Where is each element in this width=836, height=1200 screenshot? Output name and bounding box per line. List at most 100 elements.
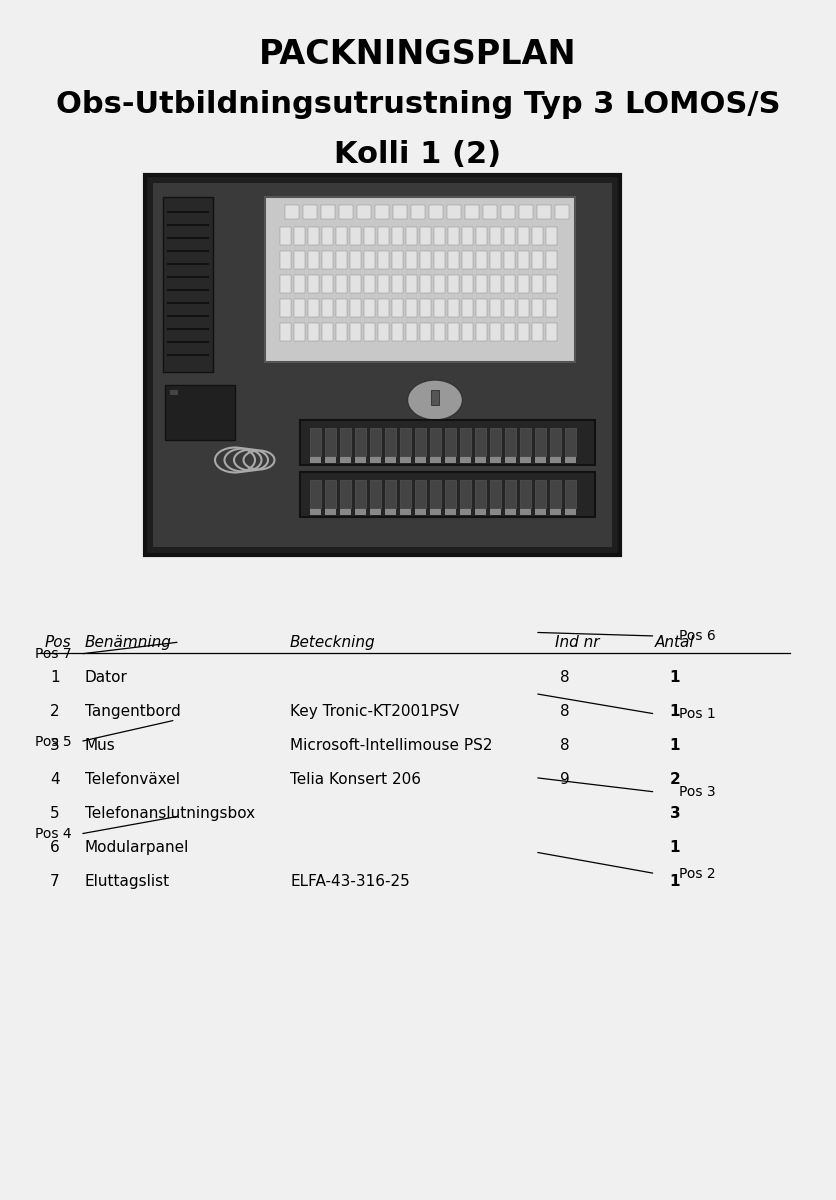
Bar: [490, 509, 501, 515]
Bar: [434, 275, 445, 293]
Bar: [519, 205, 533, 218]
Bar: [430, 457, 441, 463]
Text: 2: 2: [50, 704, 60, 719]
Bar: [322, 275, 333, 293]
Bar: [280, 251, 291, 269]
Bar: [406, 299, 417, 317]
Bar: [392, 299, 403, 317]
Bar: [546, 323, 557, 341]
Bar: [280, 227, 291, 245]
Text: Telefonväxel: Telefonväxel: [85, 772, 180, 787]
Bar: [355, 509, 366, 515]
Bar: [475, 509, 486, 515]
Bar: [420, 323, 431, 341]
Bar: [518, 251, 529, 269]
Bar: [448, 275, 459, 293]
Bar: [370, 457, 381, 463]
Text: Pos 2: Pos 2: [679, 866, 716, 881]
Bar: [490, 323, 501, 341]
Bar: [411, 205, 425, 218]
Bar: [350, 323, 361, 341]
Bar: [308, 227, 319, 245]
Bar: [378, 299, 389, 317]
Bar: [430, 509, 441, 515]
Bar: [520, 480, 531, 508]
Bar: [340, 428, 351, 456]
Bar: [400, 480, 411, 508]
Bar: [490, 299, 501, 317]
Bar: [310, 457, 321, 463]
Ellipse shape: [407, 380, 462, 420]
Bar: [445, 428, 456, 456]
Bar: [420, 227, 431, 245]
Text: Antal: Antal: [655, 635, 695, 650]
Bar: [310, 509, 321, 515]
Bar: [565, 428, 576, 456]
Bar: [434, 299, 445, 317]
Bar: [370, 509, 381, 515]
Bar: [430, 480, 441, 508]
Bar: [336, 227, 347, 245]
Bar: [462, 299, 473, 317]
Text: 1: 1: [670, 874, 681, 889]
Text: Pos: Pos: [45, 635, 72, 650]
Bar: [532, 275, 543, 293]
Text: 9: 9: [560, 772, 570, 787]
Bar: [476, 227, 487, 245]
Bar: [476, 275, 487, 293]
Bar: [518, 299, 529, 317]
Bar: [555, 205, 569, 218]
Text: Ind nr: Ind nr: [555, 635, 599, 650]
Bar: [325, 509, 336, 515]
Bar: [364, 227, 375, 245]
Bar: [145, 175, 620, 554]
Bar: [355, 480, 366, 508]
Bar: [520, 428, 531, 456]
Bar: [434, 227, 445, 245]
Bar: [483, 205, 497, 218]
Bar: [370, 428, 381, 456]
Bar: [406, 275, 417, 293]
Bar: [420, 275, 431, 293]
Bar: [429, 205, 443, 218]
Text: 6: 6: [50, 840, 60, 854]
Bar: [392, 227, 403, 245]
Bar: [350, 251, 361, 269]
Bar: [350, 227, 361, 245]
Text: 1: 1: [50, 670, 60, 685]
Text: Kolli 1 (2): Kolli 1 (2): [334, 140, 502, 169]
Bar: [490, 480, 501, 508]
Bar: [300, 472, 595, 517]
Bar: [447, 205, 461, 218]
Bar: [462, 227, 473, 245]
Bar: [532, 227, 543, 245]
Bar: [322, 227, 333, 245]
Bar: [420, 299, 431, 317]
Bar: [406, 323, 417, 341]
Bar: [350, 299, 361, 317]
Text: Pos 6: Pos 6: [679, 629, 716, 643]
Text: Telefonanslutningsbox: Telefonanslutningsbox: [85, 806, 255, 821]
Bar: [280, 323, 291, 341]
Bar: [364, 251, 375, 269]
Bar: [546, 251, 557, 269]
Bar: [294, 227, 305, 245]
Bar: [462, 251, 473, 269]
Bar: [460, 509, 471, 515]
Text: 8: 8: [560, 738, 570, 754]
Bar: [460, 457, 471, 463]
Bar: [392, 275, 403, 293]
Bar: [565, 480, 576, 508]
Bar: [400, 509, 411, 515]
Bar: [393, 205, 407, 218]
Text: Tangentbord: Tangentbord: [85, 704, 181, 719]
Text: Eluttagslist: Eluttagslist: [85, 874, 170, 889]
Bar: [378, 251, 389, 269]
Bar: [505, 509, 516, 515]
Bar: [308, 275, 319, 293]
Bar: [378, 227, 389, 245]
Bar: [285, 205, 299, 218]
Bar: [392, 323, 403, 341]
Text: Pos 7: Pos 7: [35, 647, 72, 661]
Text: 3: 3: [670, 806, 681, 821]
